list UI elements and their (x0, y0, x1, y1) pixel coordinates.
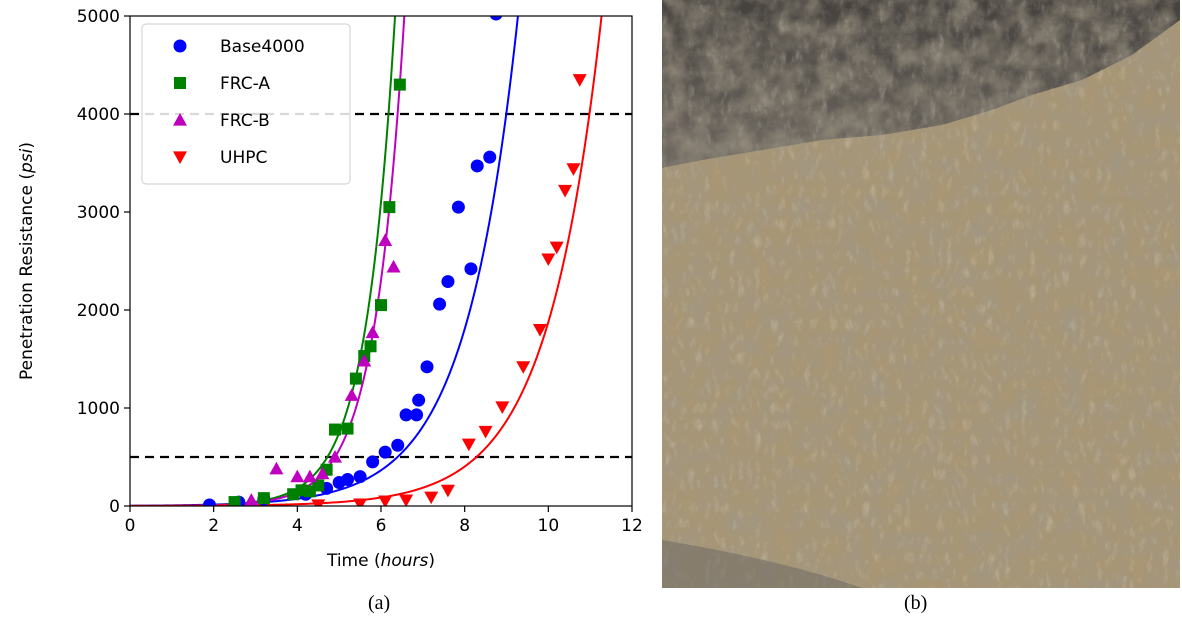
data-point-frc-b (365, 325, 380, 339)
data-point-uhpc (572, 74, 587, 87)
data-point-uhpc (549, 241, 564, 255)
data-point-frc-a (228, 496, 241, 506)
data-point-uhpc (311, 499, 326, 506)
data-point-uhpc (541, 253, 556, 267)
caption-left: (a) (368, 592, 391, 614)
data-point-uhpc (516, 361, 531, 374)
data-point-base4000 (202, 498, 216, 506)
data-point-frc-a (393, 78, 406, 91)
x-tick-label: 8 (459, 516, 470, 536)
data-point-uhpc (353, 498, 368, 506)
data-point-base4000 (441, 275, 455, 289)
data-point-frc-a (312, 479, 325, 492)
concrete-surface-photo (662, 0, 1180, 588)
data-point-uhpc (461, 438, 476, 452)
data-point-uhpc (566, 163, 581, 176)
data-point-base4000 (366, 455, 380, 469)
data-point-frc-b (302, 469, 317, 483)
data-point-base4000 (378, 445, 392, 459)
data-point-frc-a (383, 201, 396, 214)
data-point-base4000 (451, 200, 465, 214)
data-point-base4000 (353, 470, 367, 484)
data-point-frc-b (386, 259, 401, 273)
data-point-frc-a (257, 492, 270, 505)
data-point-base4000 (464, 262, 478, 276)
data-point-frc-a (341, 422, 354, 435)
data-point-base4000 (412, 393, 426, 407)
data-point-base4000 (399, 408, 413, 422)
data-point-frc-a (375, 299, 387, 312)
x-tick-label: 4 (292, 516, 303, 536)
data-point-uhpc (424, 491, 439, 505)
data-point-frc-b (269, 461, 284, 475)
data-point-frc-b (244, 493, 259, 506)
data-point-frc-b (315, 466, 330, 480)
data-point-base4000 (470, 159, 484, 173)
x-tick-label: 10 (538, 516, 560, 536)
data-point-base4000 (410, 408, 424, 422)
legend-label-base4000: Base4000 (220, 37, 305, 57)
x-tick-label: 2 (208, 516, 219, 536)
data-point-uhpc (558, 184, 573, 198)
data-point-base4000 (420, 360, 434, 374)
y-tick-label: 3000 (77, 203, 120, 223)
data-point-frc-b (344, 388, 359, 401)
y-axis-label: Penetration Resistance (psi) (17, 142, 37, 380)
legend-marker-uhpc (173, 151, 187, 164)
y-axis-ticks: 0 1000 2000 3000 4000 5000 (77, 7, 130, 517)
x-tick-label: 12 (621, 516, 643, 536)
y-tick-label: 5000 (77, 7, 120, 27)
x-tick-label: 0 (125, 516, 136, 536)
data-point-uhpc (440, 484, 455, 498)
data-point-uhpc (478, 425, 493, 439)
data-point-frc-b (327, 450, 342, 463)
caption-right: (b) (904, 592, 928, 614)
legend-label-frc-a: FRC-A (220, 74, 270, 94)
legend: Base4000 FRC-A FRC-B UHPC (141, 23, 351, 185)
legend-box (141, 23, 351, 185)
y-tick-label: 1000 (77, 399, 120, 419)
legend-marker-frc-a (174, 77, 186, 89)
data-point-frc-b (378, 233, 393, 247)
data-point-base4000 (433, 297, 447, 311)
data-point-frc-b (357, 353, 372, 367)
data-markers (202, 16, 587, 506)
data-point-frc-b (290, 469, 305, 483)
data-point-base4000 (341, 473, 355, 487)
data-point-frc-a (349, 372, 362, 385)
y-tick-label: 0 (109, 497, 120, 517)
x-tick-label: 6 (376, 516, 387, 536)
x-axis-ticks: 0 2 4 6 8 10 12 (125, 506, 643, 536)
data-point-base4000 (483, 150, 497, 164)
data-point-uhpc (495, 401, 510, 415)
legend-marker-frc-b (173, 113, 187, 126)
legend-marker-base4000 (173, 39, 187, 53)
data-point-uhpc (378, 495, 393, 506)
y-tick-label: 4000 (77, 105, 120, 125)
penetration-resistance-chart: 0 2 4 6 8 10 12 0 1000 2000 3000 4000 5000 Time (ho… (17, 7, 643, 571)
data-point-uhpc (399, 494, 414, 506)
legend-label-frc-b: FRC-B (220, 111, 270, 131)
data-point-base4000 (489, 16, 503, 21)
data-point-frc-a (364, 340, 377, 353)
data-point-frc-a (328, 423, 341, 436)
data-point-uhpc (532, 324, 547, 337)
data-point-base4000 (391, 438, 405, 452)
legend-label-uhpc: UHPC (220, 148, 267, 168)
x-axis-label: Time (hours) (326, 551, 435, 571)
y-tick-label: 2000 (77, 301, 120, 321)
